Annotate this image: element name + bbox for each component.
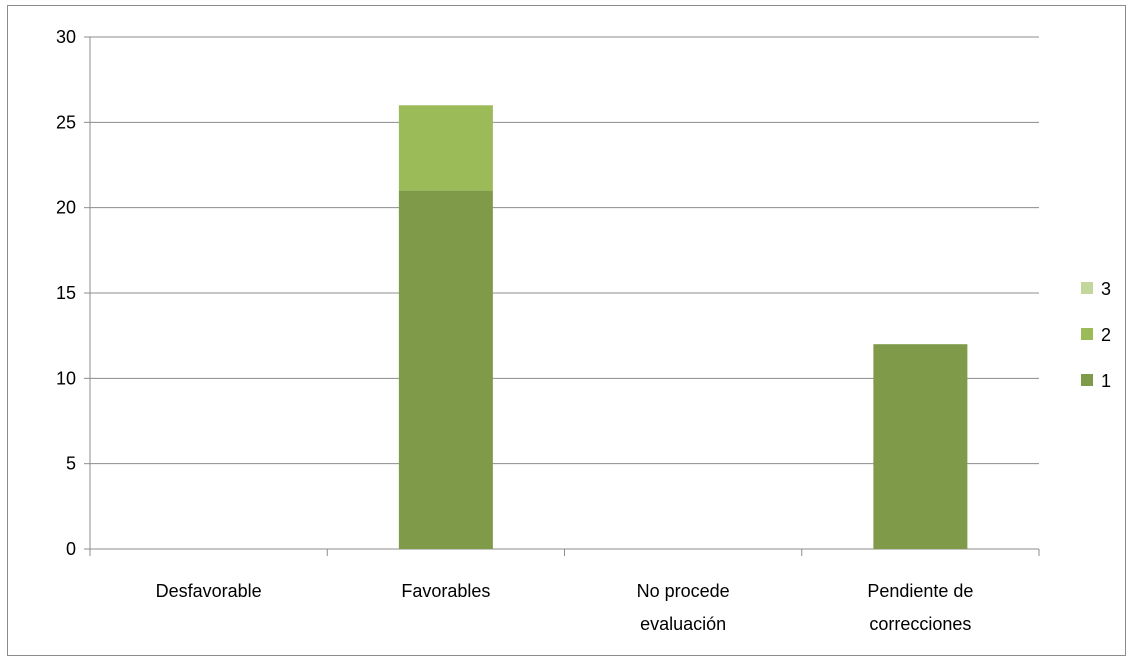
legend-swatch-2 xyxy=(1081,328,1093,340)
y-tick-label: 25 xyxy=(56,112,76,132)
legend-label-3: 3 xyxy=(1101,279,1111,299)
legend-label-1: 1 xyxy=(1101,371,1111,391)
y-tick-label: 30 xyxy=(56,27,76,47)
legend-swatch-3 xyxy=(1081,282,1093,294)
x-category-label: evaluación xyxy=(640,614,726,634)
y-tick-label: 5 xyxy=(66,454,76,474)
bar-1-3 xyxy=(873,344,968,549)
x-category-label: correcciones xyxy=(869,614,971,634)
y-tick-label: 0 xyxy=(66,539,76,559)
bar-2-1 xyxy=(398,105,493,191)
legend-label-2: 2 xyxy=(1101,325,1111,345)
x-category-label: Pendiente de xyxy=(867,581,973,601)
x-category-label: Favorables xyxy=(401,581,490,601)
y-tick-label: 10 xyxy=(56,368,76,388)
x-category-label: Desfavorable xyxy=(156,581,262,601)
y-tick-label: 20 xyxy=(56,198,76,218)
x-category-label: No procede xyxy=(637,581,730,601)
y-tick-label: 15 xyxy=(56,283,76,303)
legend-swatch-1 xyxy=(1081,374,1093,386)
bar-1-1 xyxy=(398,190,493,549)
